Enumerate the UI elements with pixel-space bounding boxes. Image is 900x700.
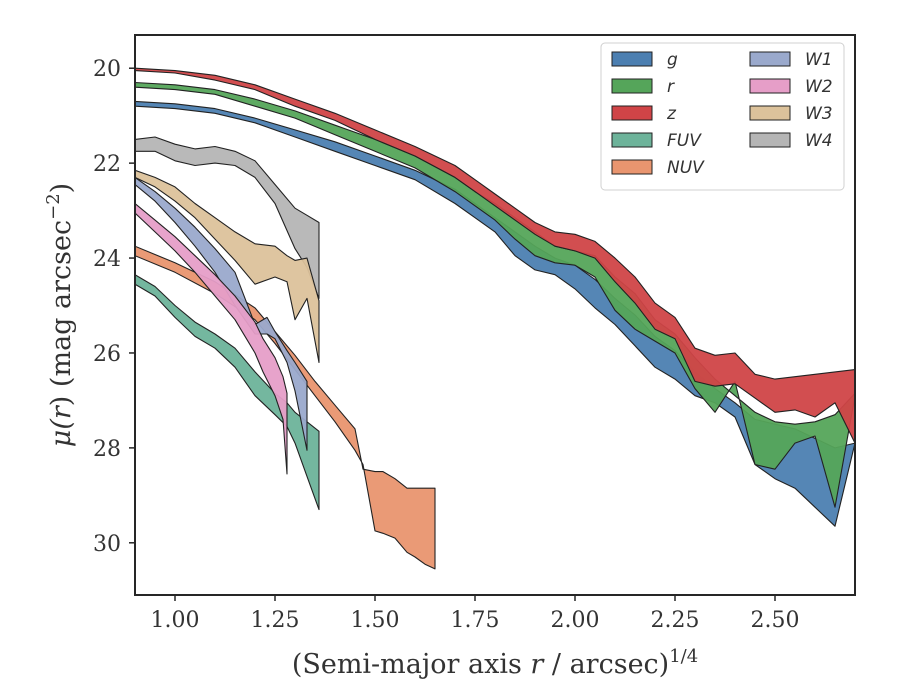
profile-bands [135, 67, 855, 570]
legend-swatch [611, 51, 653, 67]
legend-label: FUV [667, 131, 702, 151]
legend-label: r [667, 77, 675, 97]
legend-swatch [611, 78, 653, 94]
y-axis: 20 22 24 26 28 30 [93, 57, 135, 557]
y-tick-label: 22 [93, 152, 121, 177]
legend-label: NUV [667, 158, 705, 178]
band-z [135, 67, 855, 444]
y-tick-label: 26 [93, 342, 121, 367]
legend-swatch [611, 159, 653, 175]
legend-item-W3: W3 [749, 104, 833, 124]
legend-item-NUV: NUV [611, 158, 705, 178]
legend-item-W2: W2 [749, 77, 833, 97]
band-W3 [135, 169, 320, 364]
band-FUV [135, 274, 320, 511]
y-tick-label: 28 [93, 437, 121, 462]
legend-label: W2 [805, 77, 833, 97]
x-tick-label: 2.25 [651, 608, 700, 633]
x-tick-label: 2.00 [551, 608, 600, 633]
legend-swatch [749, 51, 791, 67]
legend-item-W1: W1 [749, 50, 833, 70]
legend: grz FUV NUV W1 W2 W3 W4 [600, 42, 845, 191]
legend-label: W4 [805, 131, 833, 151]
legend-swatch [611, 105, 653, 121]
band-W2 [135, 202, 288, 475]
x-tick-label: 1.50 [351, 608, 400, 633]
legend-item-z: z [611, 104, 677, 124]
y-tick-label: 30 [93, 532, 121, 557]
legend-label: g [667, 50, 678, 70]
x-axis: 1.00 1.25 1.50 1.75 2.00 2.25 2.50 [151, 595, 800, 633]
x-tick-label: 1.75 [451, 608, 500, 633]
legend-swatch [749, 78, 791, 94]
x-axis-label: (Semi-major axis r / arcsec)1/4 [292, 646, 698, 680]
y-tick-label: 24 [93, 247, 121, 272]
band-W1 [135, 176, 308, 451]
plot-frame [134, 34, 856, 596]
band-W4 [135, 136, 320, 299]
legend-swatch [749, 132, 791, 148]
legend-label: W1 [805, 50, 833, 70]
y-tick-label: 20 [93, 57, 121, 82]
legend-item-FUV: FUV [611, 131, 702, 151]
x-tick-label: 1.25 [251, 608, 300, 633]
legend-label: W3 [805, 104, 833, 124]
legend-swatch [611, 132, 653, 148]
legend-swatch [749, 105, 791, 121]
x-tick-label: 1.00 [151, 608, 200, 633]
x-tick-label: 2.50 [751, 608, 800, 633]
y-axis-label: μ(r) (mag arcsec−2) [43, 183, 77, 447]
legend-item-W4: W4 [749, 131, 833, 151]
legend-item-r: r [611, 77, 675, 97]
legend-label: z [666, 104, 677, 124]
legend-item-g: g [611, 50, 678, 70]
